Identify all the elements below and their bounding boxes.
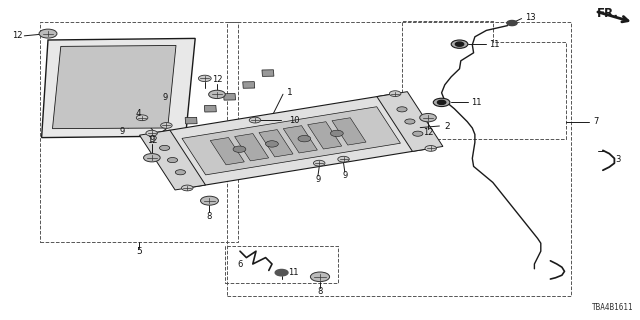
Text: 12: 12	[12, 31, 22, 40]
Polygon shape	[308, 122, 342, 149]
Text: 11: 11	[472, 98, 482, 107]
Text: FR.: FR.	[596, 7, 618, 20]
Text: 9: 9	[149, 135, 154, 144]
Text: 3: 3	[615, 156, 620, 164]
Text: 12: 12	[212, 76, 222, 84]
Text: 8: 8	[317, 287, 323, 296]
Circle shape	[209, 90, 225, 99]
Circle shape	[200, 196, 218, 205]
Circle shape	[182, 185, 193, 191]
Circle shape	[507, 20, 517, 26]
Text: 9: 9	[342, 171, 348, 180]
Text: 11: 11	[288, 268, 298, 277]
Text: 8: 8	[207, 212, 212, 220]
Circle shape	[404, 119, 415, 124]
Circle shape	[397, 107, 407, 112]
Polygon shape	[332, 118, 366, 145]
Circle shape	[175, 170, 186, 175]
Polygon shape	[235, 133, 269, 161]
Circle shape	[136, 115, 148, 121]
Text: 12: 12	[423, 128, 433, 137]
Text: 1: 1	[287, 88, 292, 97]
Text: 9: 9	[316, 175, 321, 184]
Circle shape	[413, 131, 423, 136]
Text: 12: 12	[147, 136, 157, 145]
Circle shape	[420, 114, 436, 122]
Text: TBA4B1611: TBA4B1611	[592, 303, 634, 312]
Circle shape	[330, 130, 343, 137]
Bar	[262, 70, 274, 76]
Text: 10: 10	[289, 116, 300, 124]
Text: 9: 9	[120, 127, 125, 136]
Circle shape	[266, 141, 278, 147]
Circle shape	[389, 91, 401, 97]
Bar	[223, 93, 236, 100]
Circle shape	[451, 40, 468, 48]
Circle shape	[233, 146, 246, 152]
Polygon shape	[42, 38, 195, 138]
Text: 11: 11	[490, 40, 500, 49]
Circle shape	[168, 157, 178, 163]
Polygon shape	[152, 94, 431, 188]
Circle shape	[310, 272, 330, 282]
Circle shape	[425, 146, 436, 151]
Circle shape	[455, 42, 463, 46]
Circle shape	[275, 269, 288, 276]
Circle shape	[161, 123, 172, 128]
Text: 2: 2	[444, 122, 450, 131]
Polygon shape	[140, 130, 205, 190]
Circle shape	[146, 130, 157, 136]
Polygon shape	[211, 138, 244, 165]
Text: 9: 9	[163, 93, 168, 102]
Circle shape	[39, 29, 57, 38]
Circle shape	[338, 156, 349, 162]
Bar	[204, 105, 216, 112]
Circle shape	[249, 117, 260, 123]
Text: 6: 6	[238, 260, 243, 269]
Bar	[243, 82, 255, 88]
Bar	[185, 117, 197, 124]
Circle shape	[198, 75, 211, 82]
Text: 7: 7	[594, 117, 599, 126]
Circle shape	[438, 100, 445, 104]
Circle shape	[298, 135, 311, 142]
Polygon shape	[259, 130, 293, 157]
Polygon shape	[52, 45, 176, 129]
Polygon shape	[284, 126, 317, 153]
Polygon shape	[377, 92, 443, 151]
Polygon shape	[182, 107, 401, 175]
Circle shape	[433, 98, 450, 107]
Text: 5: 5	[136, 247, 141, 256]
Text: 13: 13	[525, 13, 535, 22]
Text: 4: 4	[136, 109, 141, 118]
Circle shape	[143, 154, 160, 162]
Circle shape	[159, 145, 170, 150]
Circle shape	[314, 160, 325, 166]
